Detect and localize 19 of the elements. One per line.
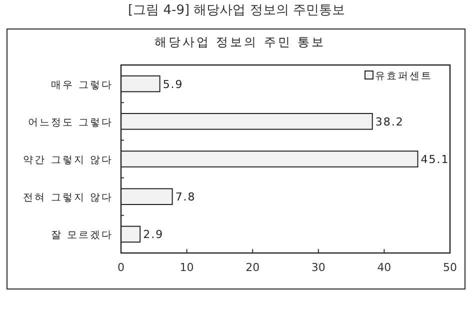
y-tick-label: 잘 모르겠다 xyxy=(50,230,113,242)
data-label: 2.9 xyxy=(143,228,164,242)
x-tick-label: 20 xyxy=(246,261,260,274)
data-label: 45.1 xyxy=(420,153,450,166)
x-tick-label: 40 xyxy=(377,261,392,274)
text: [그림 4-9] 해당사업 정보의 주민통보 xyxy=(128,3,345,18)
y-tick-label: 약간 그렇지 않다 xyxy=(23,155,113,166)
x-tick-label: 10 xyxy=(180,261,194,274)
legend-label: 유효퍼센트 xyxy=(375,71,432,82)
y-tick-label: 어느정도 그렇다 xyxy=(28,117,113,128)
x-tick-label: 30 xyxy=(311,261,326,274)
x-tick-label: 50 xyxy=(443,261,457,274)
data-label: 5.9 xyxy=(162,78,184,91)
data-label: 7.8 xyxy=(175,190,196,204)
data-label: 38.2 xyxy=(375,115,404,128)
y-tick-label: 매우 그렇다 xyxy=(50,80,113,91)
chart-title: 해당사업 정보의 주민 통보 xyxy=(154,35,326,49)
x-tick-label: 0 xyxy=(118,261,124,274)
y-tick-label: 전혀 그렇지 않다 xyxy=(23,192,113,204)
